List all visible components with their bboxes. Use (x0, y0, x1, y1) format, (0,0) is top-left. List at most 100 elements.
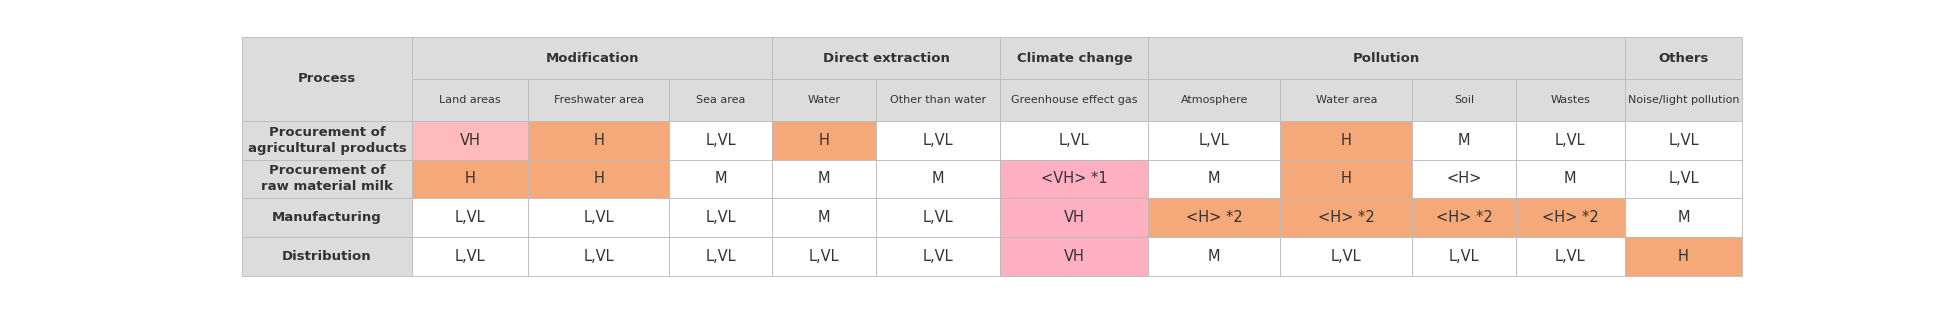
Text: Atmosphere: Atmosphere (1181, 95, 1249, 105)
Text: M: M (1208, 249, 1220, 264)
Bar (412, 160, 529, 198)
Text: M: M (817, 210, 831, 225)
Text: Procurement of
raw material milk: Procurement of raw material milk (261, 164, 393, 193)
Text: H: H (465, 171, 476, 186)
Bar (772, 237, 875, 276)
Bar (1148, 79, 1280, 121)
Bar (529, 121, 670, 160)
Text: Manufacturing: Manufacturing (273, 211, 381, 224)
Text: H: H (1679, 249, 1688, 264)
Text: VH: VH (459, 133, 480, 148)
Bar (875, 237, 1001, 276)
Bar (242, 198, 412, 237)
Bar (1001, 37, 1148, 79)
Bar (1148, 121, 1280, 160)
Text: <VH> *1: <VH> *1 (1042, 171, 1107, 186)
Text: L,VL: L,VL (809, 249, 838, 264)
Bar (772, 79, 875, 121)
Text: <H>: <H> (1446, 171, 1481, 186)
Bar (1001, 79, 1148, 121)
Text: Water area: Water area (1316, 95, 1376, 105)
Text: L,VL: L,VL (923, 249, 953, 264)
Bar (1624, 37, 1742, 79)
Text: H: H (592, 171, 604, 186)
Text: Noise/light pollution: Noise/light pollution (1628, 95, 1739, 105)
Bar (412, 79, 529, 121)
Bar (772, 160, 875, 198)
Bar (242, 160, 412, 198)
Bar (1001, 237, 1148, 276)
Text: L,VL: L,VL (1059, 133, 1090, 148)
Text: Distribution: Distribution (283, 250, 372, 263)
Bar (412, 237, 529, 276)
Bar (772, 121, 875, 160)
Bar (1516, 237, 1624, 276)
Text: Freshwater area: Freshwater area (554, 95, 643, 105)
Bar (1516, 79, 1624, 121)
Bar (1148, 37, 1624, 79)
Text: L,VL: L,VL (1669, 133, 1700, 148)
Text: L,VL: L,VL (705, 249, 736, 264)
Bar (875, 198, 1001, 237)
Bar (242, 237, 412, 276)
Text: L,VL: L,VL (1448, 249, 1479, 264)
Text: Land areas: Land areas (439, 95, 501, 105)
Text: L,VL: L,VL (923, 210, 953, 225)
Bar (1624, 237, 1742, 276)
Bar (1280, 237, 1413, 276)
Text: Other than water: Other than water (891, 95, 985, 105)
Text: Wastes: Wastes (1551, 95, 1589, 105)
Bar (1624, 79, 1742, 121)
Text: Others: Others (1659, 51, 1709, 64)
Text: Pollution: Pollution (1353, 51, 1421, 64)
Bar (1413, 160, 1516, 198)
Bar (1413, 198, 1516, 237)
Text: L,VL: L,VL (705, 133, 736, 148)
Bar (875, 160, 1001, 198)
Bar (412, 37, 772, 79)
Text: M: M (817, 171, 831, 186)
Bar (242, 121, 412, 160)
Bar (875, 121, 1001, 160)
Bar (1413, 121, 1516, 160)
Bar (1413, 79, 1516, 121)
Text: VH: VH (1065, 249, 1084, 264)
Text: H: H (1342, 171, 1351, 186)
Bar (1516, 121, 1624, 160)
Bar (670, 198, 772, 237)
Text: M: M (1677, 210, 1690, 225)
Bar (772, 37, 1001, 79)
Text: Sea area: Sea area (695, 95, 745, 105)
Text: L,VL: L,VL (923, 133, 953, 148)
Bar (1148, 198, 1280, 237)
Text: L,VL: L,VL (1555, 249, 1586, 264)
Text: Greenhouse effect gas: Greenhouse effect gas (1011, 95, 1138, 105)
Bar (412, 198, 529, 237)
Text: M: M (714, 171, 726, 186)
Bar (1516, 160, 1624, 198)
Text: <H> *2: <H> *2 (1541, 210, 1599, 225)
Bar (670, 237, 772, 276)
Bar (1280, 198, 1413, 237)
Text: M: M (1458, 133, 1469, 148)
Bar (1624, 121, 1742, 160)
Text: Direct extraction: Direct extraction (823, 51, 951, 64)
Bar (529, 160, 670, 198)
Bar (529, 79, 670, 121)
Text: VH: VH (1065, 210, 1084, 225)
Bar (1001, 121, 1148, 160)
Bar (1280, 121, 1413, 160)
Bar (1516, 198, 1624, 237)
Bar (1280, 160, 1413, 198)
Text: Water: Water (807, 95, 840, 105)
Text: L,VL: L,VL (455, 249, 486, 264)
Text: Modification: Modification (546, 51, 639, 64)
Text: <H> *2: <H> *2 (1187, 210, 1243, 225)
Bar (670, 160, 772, 198)
Text: Climate change: Climate change (1016, 51, 1133, 64)
Text: L,VL: L,VL (455, 210, 486, 225)
Bar (1148, 237, 1280, 276)
Text: <H> *2: <H> *2 (1437, 210, 1493, 225)
Text: L,VL: L,VL (1669, 171, 1700, 186)
Text: L,VL: L,VL (583, 210, 614, 225)
